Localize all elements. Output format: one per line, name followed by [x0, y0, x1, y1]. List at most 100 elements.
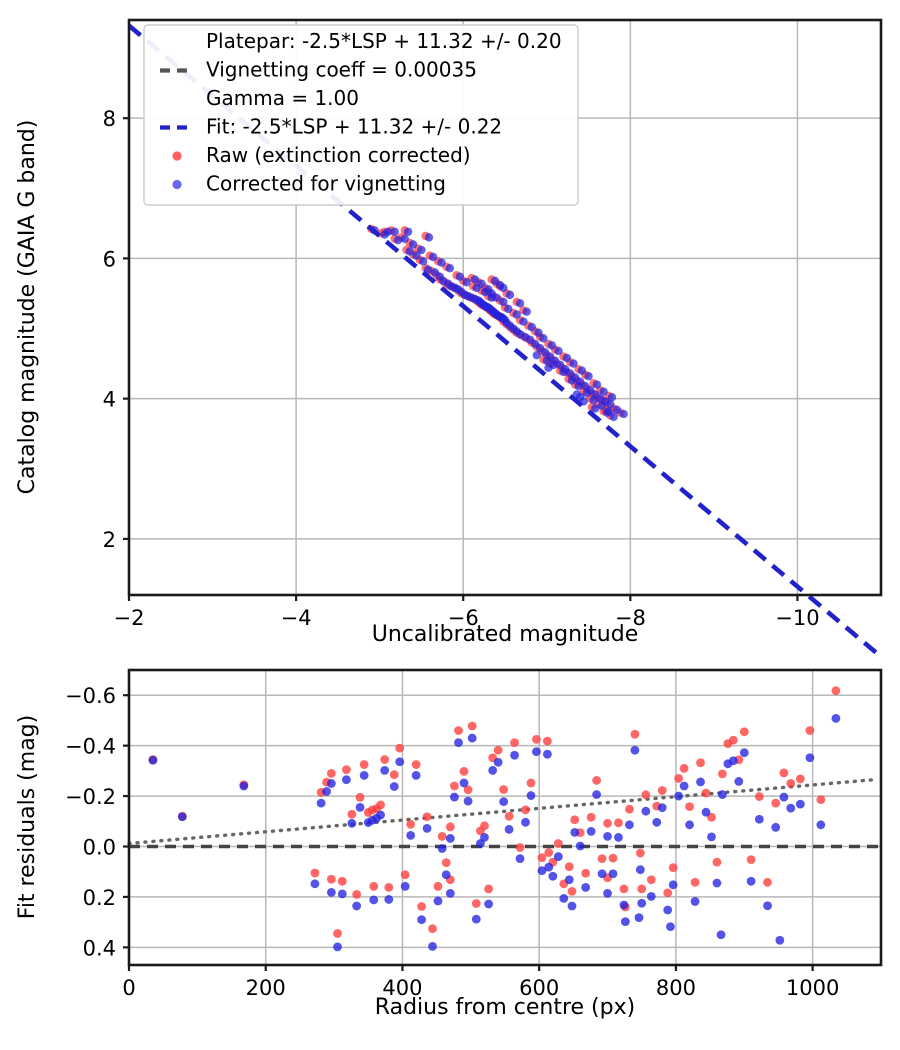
data-point	[728, 735, 738, 745]
calibration-scatter-points	[367, 224, 628, 422]
data-point	[316, 798, 326, 808]
data-point	[542, 749, 552, 759]
data-point	[400, 870, 410, 880]
data-point	[771, 798, 781, 808]
vignetting-trend-line	[127, 777, 876, 846]
data-point	[718, 790, 727, 799]
data-point	[532, 734, 541, 744]
data-point	[484, 884, 493, 894]
data-point	[369, 881, 379, 891]
calibration-axes-spines	[127, 18, 883, 597]
data-point	[701, 807, 711, 817]
data-point	[771, 822, 781, 832]
data-point	[690, 897, 700, 906]
data-point	[369, 895, 379, 905]
data-point	[522, 307, 531, 316]
data-point	[499, 797, 509, 807]
data-point	[505, 290, 515, 300]
data-point	[512, 310, 521, 319]
data-point	[657, 786, 667, 795]
data-point	[542, 356, 551, 365]
data-point	[795, 799, 805, 809]
data-point	[376, 800, 385, 810]
data-point	[495, 280, 505, 290]
legend-entry-label: Fit: -2.5*LSP + 11.32 +/- 0.22	[206, 115, 502, 139]
data-point	[326, 768, 336, 778]
data-point	[728, 756, 738, 766]
data-point	[592, 776, 602, 785]
data-point	[445, 822, 455, 832]
data-point	[816, 795, 826, 804]
calibration-tick-labels: −2 −4 −6 −8 −10 2 4 6 8	[103, 107, 820, 630]
data-point	[635, 848, 645, 858]
data-point	[816, 820, 826, 830]
data-point	[463, 785, 473, 795]
series-corrected	[148, 714, 841, 952]
data-point	[493, 757, 503, 767]
data-point	[450, 781, 459, 791]
data-point	[412, 251, 421, 260]
data-point	[679, 781, 689, 791]
legend-entry-label: Platepar: -2.5*LSP + 11.32 +/- 0.20	[206, 29, 562, 53]
data-point	[554, 346, 563, 356]
data-point	[393, 235, 403, 245]
data-point	[570, 815, 580, 825]
data-point	[666, 922, 675, 932]
data-point	[577, 366, 587, 375]
data-point	[406, 819, 416, 829]
data-point	[526, 778, 536, 788]
data-point	[510, 750, 519, 760]
data-point	[406, 831, 416, 840]
residuals-axes-spines	[127, 668, 883, 967]
data-point	[445, 834, 455, 843]
data-point	[567, 901, 577, 911]
data-point	[646, 875, 656, 885]
calibration-x-axis-label: Uncalibrated magnitude	[372, 622, 638, 647]
data-point	[384, 895, 394, 904]
data-point	[352, 890, 362, 899]
data-point	[712, 857, 722, 867]
data-point	[572, 390, 582, 399]
data-point	[734, 777, 744, 786]
calibration-fit-line	[127, 23, 883, 659]
data-point	[403, 227, 413, 236]
data-point	[603, 818, 612, 828]
y-tick-label: 0.2	[83, 886, 116, 910]
data-point	[690, 877, 700, 887]
data-point	[389, 770, 399, 780]
data-point	[754, 814, 764, 824]
data-point	[553, 852, 563, 861]
data-point	[515, 299, 525, 308]
x-tick-label: −8	[615, 606, 646, 630]
data-point	[597, 854, 607, 863]
data-point	[716, 930, 726, 940]
data-point	[679, 763, 689, 773]
data-point	[603, 888, 612, 898]
residuals-panel: 0 200 400 600 800 1000 0.4 0.2 0.0 −0.2 −0.4 −0.6 R…	[15, 668, 883, 1020]
data-point	[455, 272, 465, 281]
data-point	[795, 774, 805, 784]
x-tick-label: 200	[246, 976, 286, 1000]
x-tick-label: −2	[114, 606, 145, 630]
data-point	[342, 775, 351, 785]
data-point	[454, 726, 463, 735]
data-point	[537, 853, 547, 862]
legend-dot-handle	[172, 179, 182, 190]
legend-entry-label: Vignetting coeff = 0.00035	[206, 58, 477, 82]
data-point	[532, 747, 541, 757]
data-point	[417, 902, 426, 911]
data-point	[424, 233, 434, 242]
residuals-y-axis-label: Fit residuals (mag)	[15, 715, 40, 919]
data-point	[418, 257, 428, 266]
data-point	[547, 341, 556, 350]
y-tick-label: 0.0	[83, 835, 116, 859]
data-point	[359, 760, 369, 769]
data-point	[400, 881, 410, 891]
data-point	[408, 240, 418, 249]
x-tick-label: 400	[382, 976, 422, 1000]
x-tick-label: 1000	[786, 976, 839, 1000]
y-tick-label: 0.4	[83, 936, 116, 960]
data-point	[470, 275, 480, 284]
data-point	[763, 901, 772, 911]
data-point	[668, 863, 678, 873]
